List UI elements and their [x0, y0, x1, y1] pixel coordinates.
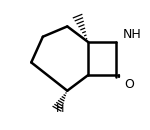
Text: NH: NH	[123, 28, 141, 41]
Text: O: O	[124, 78, 134, 91]
Text: H: H	[55, 104, 64, 114]
